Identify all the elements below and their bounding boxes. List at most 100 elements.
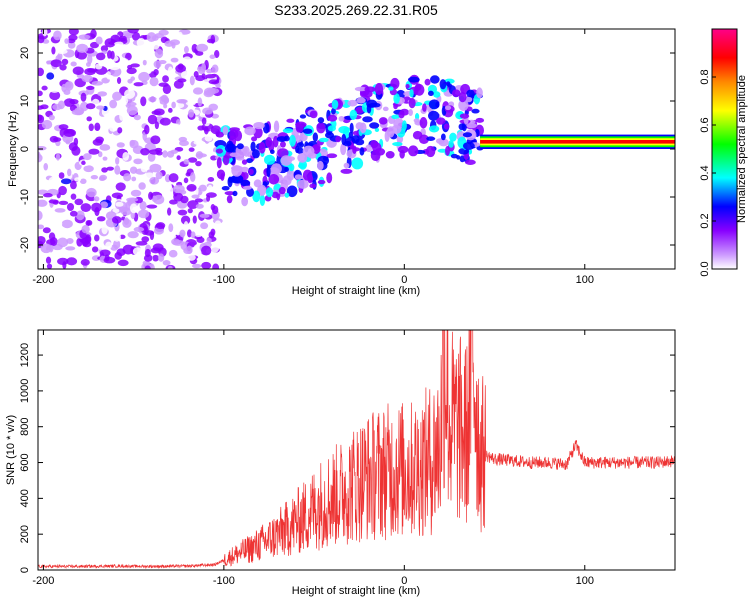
colorbar-label: Normalized spectral amplitude <box>736 75 748 223</box>
spectrogram-noise-blob <box>38 90 43 97</box>
spectrogram-noise-blob <box>95 63 103 70</box>
spectrogram-noise-blob <box>163 103 168 109</box>
spectrogram-noise-blob <box>76 43 89 54</box>
spectrogram-noise-blob <box>166 150 175 158</box>
spectrogram-event-blob <box>289 134 296 147</box>
spectrogram-x-ticks: -200 -100 0 100 <box>32 29 594 286</box>
spectrogram-event-blob <box>244 126 256 136</box>
spectrogram-noise-blob <box>183 221 189 230</box>
spectrogram-event-blob <box>302 145 315 157</box>
spectrogram-noise-blob <box>80 92 87 102</box>
spectrogram-event-blob <box>295 123 304 133</box>
spectrogram-noise-blob <box>79 137 89 143</box>
spectrogram-event-blob <box>317 179 326 185</box>
spectrogram-event-blob <box>436 117 446 125</box>
spectrogram-event-blob <box>476 87 483 99</box>
spectrogram-noise-blob <box>168 249 178 258</box>
spectrogram-noise-blob <box>126 105 138 116</box>
spectrogram-y-label: Frequency (Hz) <box>7 111 19 187</box>
spectrogram-noise-blob <box>212 263 220 269</box>
spectrogram-event-blob <box>471 108 480 114</box>
spectrogram-noise-blob <box>49 87 60 93</box>
spectrogram-event-blob <box>294 174 303 180</box>
spectrogram-y-tick-label: 20 <box>19 47 31 59</box>
spectrogram-noise-blob <box>83 153 92 161</box>
spectrogram-noise-blob <box>119 234 126 240</box>
spectrogram-noise-blob <box>91 246 99 253</box>
spectrogram-noise-blob <box>211 64 219 73</box>
spectrogram-noise-blob <box>67 41 76 49</box>
spectrogram-noise-blob <box>88 123 94 132</box>
colorbar-tick-label: 0.2 <box>699 213 711 228</box>
spectrogram-noise-blob <box>144 265 151 269</box>
spectrogram-event-blob <box>439 79 447 90</box>
spectrogram-noise-blob <box>126 67 137 75</box>
spectrogram-noise-blob <box>113 231 121 242</box>
spectrogram-noise-blob <box>151 110 161 115</box>
spectrogram-noise-blob <box>79 101 89 112</box>
spectrogram-noise-blob <box>102 156 108 161</box>
spectrogram-noise-blob <box>162 150 168 158</box>
spectrogram-noise-blob <box>149 76 159 87</box>
spectrogram-noise-blob <box>194 198 204 203</box>
spectrogram-noise-blob <box>99 144 111 151</box>
spectrogram-noise-blob <box>170 234 177 239</box>
spectrogram-noise-blob <box>117 127 123 134</box>
spectrogram-event-blob <box>317 117 325 124</box>
spectrogram-noise-blob <box>206 46 216 52</box>
spectrogram-noise-blob <box>138 182 146 190</box>
spectrogram-event-blob <box>299 114 307 119</box>
spectrogram-noise-blob <box>49 90 61 101</box>
spectrogram-noise-blob <box>72 66 84 75</box>
spectrogram-noise-blob <box>99 249 111 257</box>
spectrogram-noise-blob <box>153 60 162 69</box>
spectrogram-noise-blob <box>203 126 209 135</box>
spectrogram-noise-blob <box>111 216 122 224</box>
spectrogram-noise-blob <box>97 151 103 158</box>
spectrogram-noise-blob <box>106 50 112 59</box>
spectrogram-noise-blob <box>100 45 109 52</box>
spectrogram-event-blob <box>271 191 279 199</box>
spectrogram-noise-blob <box>154 48 164 59</box>
spectrogram-noise-blob <box>70 224 79 231</box>
spectrogram-event-blob <box>448 140 454 148</box>
spectrogram-event-blob <box>252 149 260 159</box>
spectrogram-noise-blob <box>188 147 195 152</box>
spectrogram-noise-blob <box>123 217 130 225</box>
spectrogram-noise-blob <box>149 163 162 173</box>
spectrogram-noise-blob <box>147 152 156 162</box>
spectrogram-noise-blob <box>214 220 222 229</box>
spectrogram-noise-blob <box>61 83 67 93</box>
snr-x-label: Height of straight line (km) <box>292 585 420 597</box>
spectrogram-noise-blob <box>52 103 62 111</box>
snr-y-tick-label: 1000 <box>19 379 31 403</box>
spectrogram-noise-blob <box>38 105 45 110</box>
spectrogram-event-blob <box>466 122 478 129</box>
spectrogram-event-blob <box>440 133 446 141</box>
spectrogram-event-blob <box>408 145 419 157</box>
spectrogram-event-blob <box>318 137 329 143</box>
spectrogram-noise-blob <box>186 245 193 255</box>
spectrogram-noise-blob <box>180 215 191 225</box>
spectrogram-event-blob <box>391 114 400 120</box>
spectrogram-event-blob <box>276 154 283 167</box>
spectrogram-event-blob <box>464 159 476 165</box>
spectrogram-noise-blob <box>200 222 209 230</box>
spectrogram-noise-blob <box>205 74 217 79</box>
spectrogram-noise-blob <box>177 209 188 216</box>
spectrogram-event-blob <box>222 126 229 136</box>
figure-title: S233.2025.269.22.31.R05 <box>274 2 438 18</box>
spectrogram-event-blob <box>356 97 366 104</box>
spectrogram-noise-blob <box>207 87 220 94</box>
spectrogram-event-blob <box>297 179 309 189</box>
snr-frame <box>37 329 676 571</box>
spectrogram-noise-blob <box>41 46 48 52</box>
spectrogram-event-blob <box>419 117 428 129</box>
spectrogram-noise-blob <box>185 172 192 177</box>
spectrogram-noise-blob <box>176 31 183 38</box>
spectrogram-noise-blob <box>68 29 79 36</box>
spectrogram-event-blob <box>226 195 233 204</box>
spectrogram-noise-blob <box>129 139 136 146</box>
spectrogram-event-blob <box>327 114 338 122</box>
spectrogram-noise-blob <box>150 135 161 145</box>
